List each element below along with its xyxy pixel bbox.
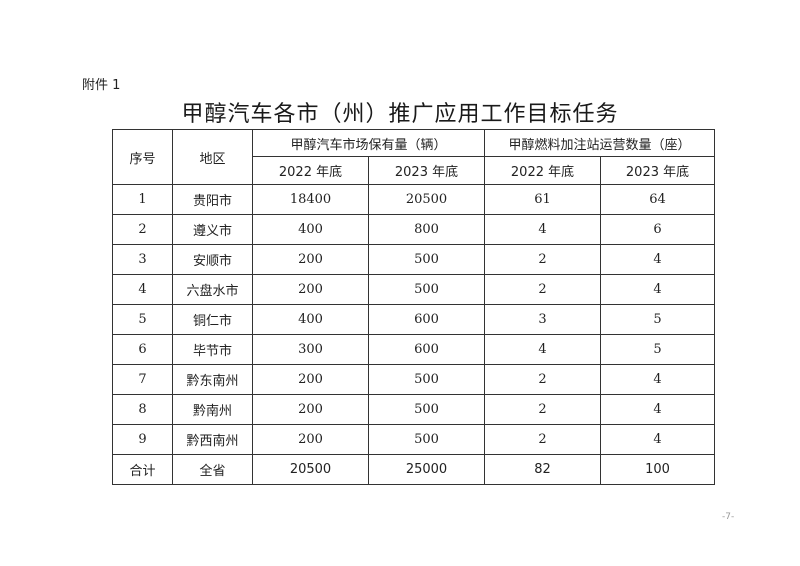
table-cell: 2 — [484, 424, 602, 455]
table-cell: 贵阳市 — [172, 184, 253, 215]
table-cell: 61 — [484, 184, 602, 215]
table-row: 1 贵阳市 18400 20500 61 64 — [112, 184, 716, 215]
table-cell: 4 — [600, 394, 716, 425]
table-cell: 2 — [484, 244, 602, 275]
total-cell: 25000 — [367, 454, 486, 485]
header-year: 2022 年底 — [484, 156, 602, 185]
table-cell: 3 — [484, 304, 602, 335]
table-cell: 500 — [367, 424, 486, 455]
table-cell: 2 — [484, 364, 602, 395]
table-cell: 200 — [252, 424, 369, 455]
table-cell: 3 — [112, 244, 173, 275]
table-cell: 4 — [600, 364, 716, 395]
table-row: 5 铜仁市 400 600 3 5 — [112, 304, 716, 335]
table-cell: 4 — [600, 424, 716, 455]
table-cell: 遵义市 — [172, 214, 253, 245]
header-vehicles: 甲醇汽车市场保有量（辆） — [251, 129, 486, 157]
table-cell: 400 — [252, 214, 369, 245]
table-cell: 500 — [367, 364, 486, 395]
table-cell: 64 — [600, 184, 716, 215]
attachment-label: 附件 1 — [82, 78, 121, 93]
table-cell: 500 — [367, 394, 486, 425]
table-cell: 4 — [484, 334, 602, 365]
table-cell: 4 — [484, 214, 602, 245]
total-cell: 82 — [484, 454, 602, 485]
header-stations: 甲醇燃料加注站运营数量（座） — [484, 129, 716, 157]
table-cell: 2 — [484, 274, 602, 305]
table-cell: 铜仁市 — [172, 304, 253, 335]
table-row: 6 毕节市 300 600 4 5 — [112, 334, 716, 365]
header-year: 2022 年底 — [252, 156, 369, 185]
table-cell: 400 — [252, 304, 369, 335]
header-region: 地区 — [172, 129, 253, 185]
table-cell: 18400 — [252, 184, 369, 215]
total-cell: 100 — [600, 454, 716, 485]
table-cell: 2 — [112, 214, 173, 245]
table-cell: 1 — [112, 184, 173, 215]
table-cell: 2 — [484, 394, 602, 425]
document-title: 甲醇汽车各市（州）推广应用工作目标任务 — [181, 102, 619, 127]
table-cell: 4 — [600, 244, 716, 275]
page-number: -7- — [722, 512, 735, 522]
table-cell: 六盘水市 — [172, 274, 253, 305]
table-cell: 200 — [252, 394, 369, 425]
header-index: 序号 — [112, 129, 173, 185]
table-cell: 黔南州 — [172, 394, 253, 425]
table-cell: 毕节市 — [172, 334, 253, 365]
table-cell: 6 — [600, 214, 716, 245]
table-cell: 4 — [600, 274, 716, 305]
header-row: 序号 地区 甲醇汽车市场保有量（辆） 甲醇燃料加注站运营数量（座） — [112, 129, 716, 185]
table-row: 9 黔西南州 200 500 2 4 — [112, 424, 716, 455]
table-cell: 5 — [600, 334, 716, 365]
table-cell: 黔西南州 — [172, 424, 253, 455]
table-cell: 200 — [252, 364, 369, 395]
table-cell: 300 — [252, 334, 369, 365]
table-cell: 5 — [600, 304, 716, 335]
table-cell: 200 — [252, 244, 369, 275]
table-cell: 800 — [367, 214, 486, 245]
table-cell: 8 — [112, 394, 173, 425]
table-row: 3 安顺市 200 500 2 4 — [112, 244, 716, 275]
table-cell: 20500 — [367, 184, 486, 215]
table-cell: 500 — [367, 244, 486, 275]
table-cell: 600 — [367, 304, 486, 335]
total-cell: 20500 — [252, 454, 369, 485]
table-cell: 黔东南州 — [172, 364, 253, 395]
table-cell: 200 — [252, 274, 369, 305]
table-cell: 7 — [112, 364, 173, 395]
table-cell: 安顺市 — [172, 244, 253, 275]
total-cell: 全省 — [172, 454, 253, 485]
total-cell: 合计 — [112, 454, 173, 485]
header-year: 2023 年底 — [367, 156, 486, 185]
table-cell: 9 — [112, 424, 173, 455]
header-year: 2023 年底 — [600, 156, 716, 185]
table-cell: 5 — [112, 304, 173, 335]
table-cell: 600 — [367, 334, 486, 365]
target-tasks-table: 序号 地区 甲醇汽车市场保有量（辆） 甲醇燃料加注站运营数量（座） 2022 年… — [112, 129, 716, 485]
table-cell: 6 — [112, 334, 173, 365]
subheader-row: 2022 年底 2023 年底 2022 年底 2023 年底 — [113, 156, 716, 185]
total-row: 合计 全省 20500 25000 82 100 — [112, 454, 716, 485]
table-row: 4 六盘水市 200 500 2 4 — [112, 274, 716, 305]
table-row: 7 黔东南州 200 500 2 4 — [112, 364, 716, 395]
table-row: 2 遵义市 400 800 4 6 — [112, 214, 716, 245]
table-cell: 4 — [112, 274, 173, 305]
table-row: 8 黔南州 200 500 2 4 — [112, 394, 716, 425]
table-cell: 500 — [367, 274, 486, 305]
